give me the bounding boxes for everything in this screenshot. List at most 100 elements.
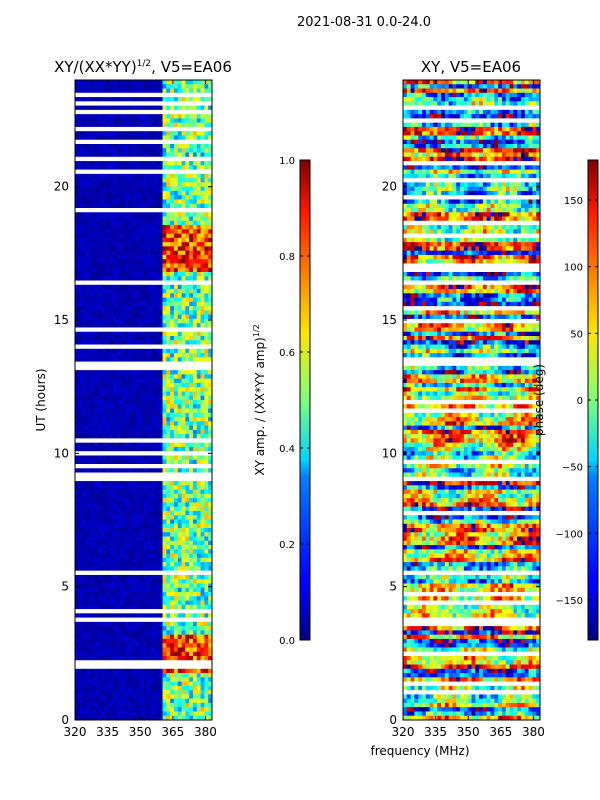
heatmap-cell xyxy=(177,220,182,226)
heatmap-cell xyxy=(75,574,80,580)
heatmap-cell xyxy=(82,216,87,222)
heatmap-cell xyxy=(204,660,209,665)
heatmap-cell xyxy=(177,459,182,465)
heatmap-cell xyxy=(177,651,182,657)
heatmap-cell xyxy=(173,267,179,273)
heatmap-cell xyxy=(204,135,209,141)
heatmap-cell xyxy=(162,434,167,439)
heatmap-cell xyxy=(181,374,186,380)
heatmap-cell xyxy=(101,220,106,226)
heatmap-cell xyxy=(132,609,137,614)
heatmap-cell xyxy=(139,135,144,141)
heatmap-cell xyxy=(116,630,122,636)
heatmap-cell xyxy=(158,374,163,380)
heatmap-cell xyxy=(204,122,209,128)
heatmap-cell xyxy=(162,139,167,145)
heatmap-cell xyxy=(154,323,160,328)
heatmap-cell xyxy=(116,451,122,456)
heatmap-cell xyxy=(75,289,80,294)
heatmap-cell xyxy=(151,229,156,234)
heatmap-cell xyxy=(143,293,148,298)
heatmap-cell xyxy=(154,493,160,499)
heatmap-cell xyxy=(94,515,99,520)
heatmap-cell xyxy=(196,489,201,495)
heatmap-cell xyxy=(173,459,179,465)
heatmap-cell xyxy=(86,242,91,247)
heatmap-cell xyxy=(116,391,122,397)
heatmap-cell xyxy=(109,489,114,495)
heatmap-cell xyxy=(109,613,114,618)
heatmap-cell xyxy=(101,613,106,618)
heatmap-cell xyxy=(162,225,167,230)
heatmap-cell xyxy=(143,156,148,162)
heatmap-cell xyxy=(124,408,129,414)
heatmap-cell xyxy=(208,327,212,333)
heatmap-cell xyxy=(147,574,152,580)
heatmap-cell xyxy=(173,391,179,397)
heatmap-cell xyxy=(113,587,118,593)
heatmap-cell xyxy=(82,88,87,94)
heatmap-cell xyxy=(143,613,148,618)
heatmap-cell xyxy=(132,400,137,405)
heatmap-cell xyxy=(128,532,133,537)
heatmap-cell xyxy=(132,664,137,670)
heatmap-cell xyxy=(173,404,179,409)
heatmap-cell xyxy=(204,348,209,354)
heatmap-cell xyxy=(177,523,182,529)
heatmap-cell xyxy=(116,647,122,653)
heatmap-cell xyxy=(143,545,148,550)
heatmap-cell xyxy=(208,267,212,273)
heatmap-cell xyxy=(128,348,133,354)
heatmap-cell xyxy=(170,489,175,495)
heatmap-cell xyxy=(75,493,80,499)
heatmap-cell xyxy=(154,660,160,665)
heatmap-cell xyxy=(170,254,175,260)
heatmap-cell xyxy=(170,438,175,444)
heatmap-cell xyxy=(94,105,99,111)
heatmap-cell xyxy=(132,613,137,618)
heatmap-cell xyxy=(116,173,122,179)
heatmap-cell xyxy=(105,660,110,665)
heatmap-cell xyxy=(189,408,194,414)
heatmap-cell xyxy=(196,574,201,580)
heatmap-cell xyxy=(151,378,156,384)
heatmap-cell xyxy=(90,182,95,188)
heatmap-cell xyxy=(135,528,141,533)
heatmap-cell xyxy=(97,101,103,106)
heatmap-cell xyxy=(135,97,141,102)
heatmap-cell xyxy=(94,596,99,601)
heatmap-cell xyxy=(94,519,99,525)
heatmap-cell xyxy=(94,630,99,636)
heatmap-cell xyxy=(90,425,95,431)
heatmap-cell xyxy=(105,306,110,311)
heatmap-cell xyxy=(113,139,118,145)
heatmap-cell xyxy=(97,417,103,422)
heatmap-cell xyxy=(82,498,87,503)
heatmap-cell xyxy=(166,502,171,508)
heatmap-cell xyxy=(177,472,182,478)
heatmap-cell xyxy=(90,502,95,508)
heatmap-cell xyxy=(173,549,179,554)
heatmap-cell xyxy=(158,579,163,584)
heatmap-cell xyxy=(204,229,209,234)
heatmap-cell xyxy=(189,638,194,644)
heatmap-cell xyxy=(208,289,212,294)
heatmap-cell xyxy=(181,225,186,230)
heatmap-cell xyxy=(97,92,103,98)
heatmap-cell xyxy=(101,634,106,640)
heatmap-cell xyxy=(82,301,87,307)
heatmap-cell xyxy=(173,417,179,422)
heatmap-cell xyxy=(208,276,212,281)
heatmap-cell xyxy=(177,336,182,341)
heatmap-cell xyxy=(189,101,194,106)
heatmap-cell xyxy=(151,617,156,623)
heatmap-cell xyxy=(139,190,144,196)
heatmap-cell xyxy=(97,272,103,277)
heatmap-cell xyxy=(192,656,198,661)
heatmap-cell xyxy=(196,323,201,328)
heatmap-cell xyxy=(181,135,186,141)
heatmap-cell xyxy=(86,135,91,141)
heatmap-cell xyxy=(82,609,87,614)
heatmap-cell xyxy=(181,664,186,670)
heatmap-cell xyxy=(132,459,137,465)
